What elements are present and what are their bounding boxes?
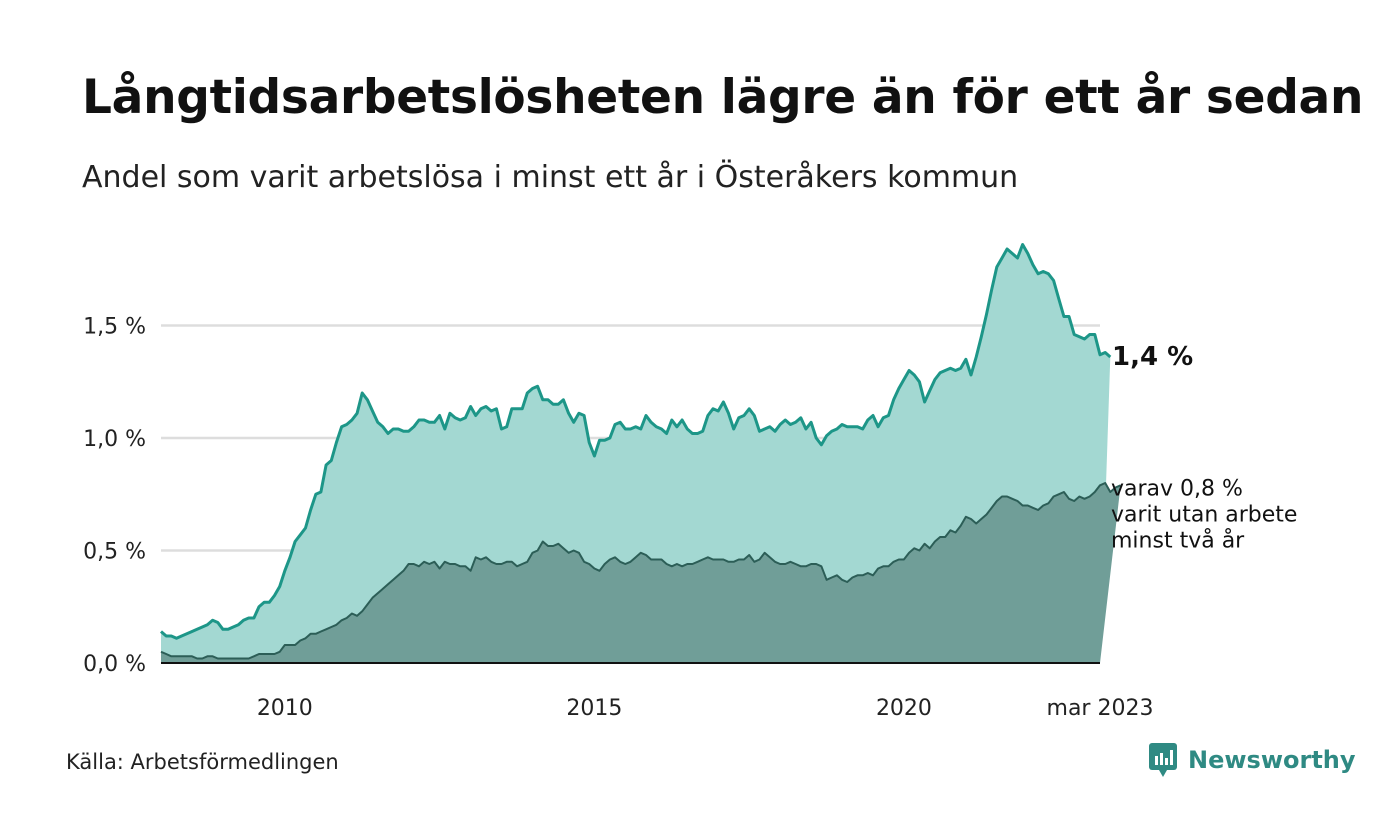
series-1-line: [160, 482, 1121, 660]
y-tick-label: 0,5 %: [83, 540, 146, 565]
series-0-line: [160, 243, 1112, 640]
x-tick-label: mar 2023: [1047, 696, 1154, 721]
y-tick-label: 1,5 %: [83, 315, 146, 340]
brand-logo: Newsworthy: [1148, 742, 1356, 778]
chart-title: Långtidsarbetslösheten lägre än för ett …: [82, 70, 1364, 125]
area-series: [160, 243, 1121, 663]
newsworthy-logo-icon: [1149, 743, 1177, 777]
brand-name: Newsworthy: [1188, 746, 1356, 774]
chart-subtitle: Andel som varit arbetslösa i minst ett å…: [82, 160, 1019, 195]
series-1-area: [161, 483, 1121, 663]
x-tick-label: 2020: [876, 696, 932, 721]
y-tick-label: 1,0 %: [83, 427, 146, 452]
total-value-label: 1,4 %: [1112, 342, 1193, 372]
longterm-note-line: minst två år: [1111, 527, 1245, 553]
axes: 0,0 % 0,5 % 1,0 % 1,5 % 2010 2015 2020 mar 2023: [83, 315, 1153, 722]
y-tick-label: 0,0 %: [83, 652, 146, 677]
x-tick-label: 2010: [257, 696, 313, 721]
longterm-note-line: varit utan arbete: [1111, 502, 1297, 527]
series-0-area: [161, 244, 1111, 663]
longterm-note-line: varav 0,8 %: [1111, 476, 1243, 501]
source-note: Källa: Arbetsförmedlingen: [66, 750, 339, 774]
x-tick-label: 2015: [566, 696, 622, 721]
